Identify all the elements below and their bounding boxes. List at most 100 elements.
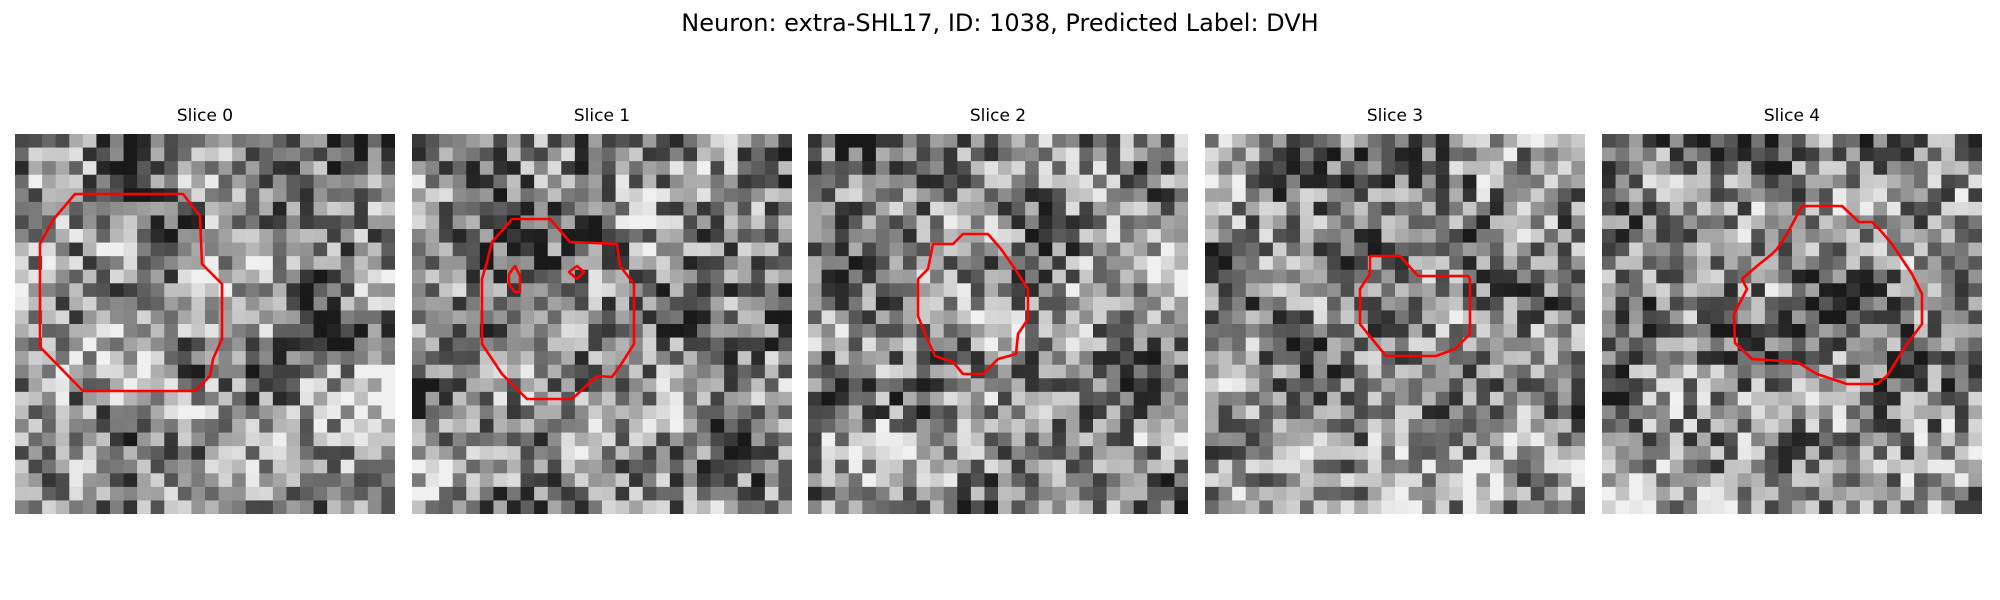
image-pixel	[1778, 310, 1793, 325]
image-pixel	[1805, 256, 1820, 271]
image-pixel	[615, 324, 630, 339]
image-pixel	[15, 432, 30, 447]
image-pixel	[1914, 378, 1929, 393]
image-pixel	[1106, 391, 1121, 407]
image-pixel	[1272, 134, 1288, 149]
image-pixel	[232, 201, 247, 217]
image-pixel	[1724, 473, 1739, 488]
image-pixel	[1079, 419, 1094, 434]
image-pixel	[821, 432, 836, 447]
image-pixel	[1642, 364, 1657, 379]
image-pixel	[1832, 405, 1847, 420]
image-pixel	[984, 405, 999, 420]
image-pixel	[425, 419, 440, 434]
image-pixel	[778, 364, 792, 379]
image-pixel	[1395, 337, 1410, 352]
image-pixel	[821, 391, 836, 407]
image-pixel	[998, 134, 1013, 149]
image-pixel	[1435, 324, 1450, 339]
image-pixel	[205, 473, 220, 488]
image-pixel	[466, 229, 481, 244]
image-pixel	[1656, 500, 1671, 514]
image-pixel	[466, 256, 481, 271]
image-pixel	[943, 134, 958, 149]
image-pixel	[1133, 486, 1148, 502]
image-pixel	[1941, 405, 1956, 420]
image-pixel	[1011, 351, 1026, 366]
image-pixel	[1476, 419, 1491, 434]
image-pixel	[970, 188, 986, 203]
image-pixel	[1205, 500, 1220, 514]
image-pixel	[1065, 391, 1081, 407]
image-pixel	[1805, 161, 1820, 176]
image-pixel	[110, 242, 125, 257]
image-pixel	[1449, 486, 1464, 502]
image-pixel	[1805, 283, 1820, 298]
image-pixel	[1476, 242, 1491, 257]
image-pixel	[1038, 486, 1053, 502]
image-pixel	[1408, 378, 1423, 393]
image-pixel	[69, 432, 84, 447]
image-pixel	[507, 419, 522, 434]
image-pixel	[1490, 256, 1505, 271]
image-pixel	[1778, 500, 1793, 514]
image-pixel	[1381, 188, 1396, 203]
image-pixel	[970, 229, 986, 244]
image-pixel	[1327, 242, 1342, 257]
image-pixel	[561, 283, 576, 298]
image-pixel	[629, 500, 644, 514]
image-pixel	[1778, 161, 1793, 176]
image-pixel	[1669, 500, 1685, 514]
image-pixel	[1557, 215, 1573, 230]
image-pixel	[1517, 188, 1532, 203]
image-pixel	[821, 446, 836, 461]
image-pixel	[1313, 337, 1328, 352]
image-pixel	[574, 337, 590, 352]
image-pixel	[520, 473, 535, 488]
image-pixel	[1038, 378, 1053, 393]
image-pixel	[615, 459, 630, 474]
image-pixel	[1602, 446, 1617, 461]
image-pixel	[1025, 134, 1040, 149]
image-pixel	[1286, 378, 1301, 393]
image-pixel	[574, 473, 590, 488]
image-pixel	[642, 473, 657, 488]
image-pixel	[561, 432, 576, 447]
image-pixel	[1408, 486, 1423, 502]
image-pixel	[724, 446, 739, 461]
image-pixel	[412, 296, 427, 312]
image-pixel	[1859, 229, 1875, 244]
image-pixel	[82, 351, 98, 366]
image-pixel	[1408, 147, 1423, 162]
image-pixel	[1846, 419, 1861, 434]
image-pixel	[520, 296, 535, 312]
image-pixel	[848, 188, 863, 203]
image-pixel	[272, 378, 288, 393]
image-pixel	[1737, 324, 1752, 339]
image-pixel	[1669, 446, 1685, 461]
image-pixel	[1873, 161, 1888, 176]
image-pixel	[452, 201, 467, 217]
image-pixel	[1859, 378, 1875, 393]
image-pixel	[1300, 242, 1315, 257]
image-pixel	[1602, 378, 1617, 393]
image-pixel	[313, 296, 328, 312]
image-pixel	[493, 229, 508, 244]
image-pixel	[42, 242, 57, 257]
image-pixel	[1530, 229, 1545, 244]
image-pixel	[724, 296, 739, 312]
image-pixel	[177, 405, 193, 420]
image-pixel	[1011, 310, 1026, 325]
image-pixel	[848, 256, 863, 271]
image-pixel	[1300, 310, 1315, 325]
image-pixel	[1914, 446, 1929, 461]
image-pixel	[439, 201, 454, 217]
image-pixel	[520, 351, 535, 366]
image-pixel	[412, 486, 427, 502]
image-pixel	[1571, 201, 1585, 217]
image-pixel	[96, 324, 111, 339]
image-pixel	[259, 174, 274, 189]
image-pixel	[683, 269, 698, 284]
image-pixel	[507, 364, 522, 379]
image-pixel	[821, 419, 836, 434]
